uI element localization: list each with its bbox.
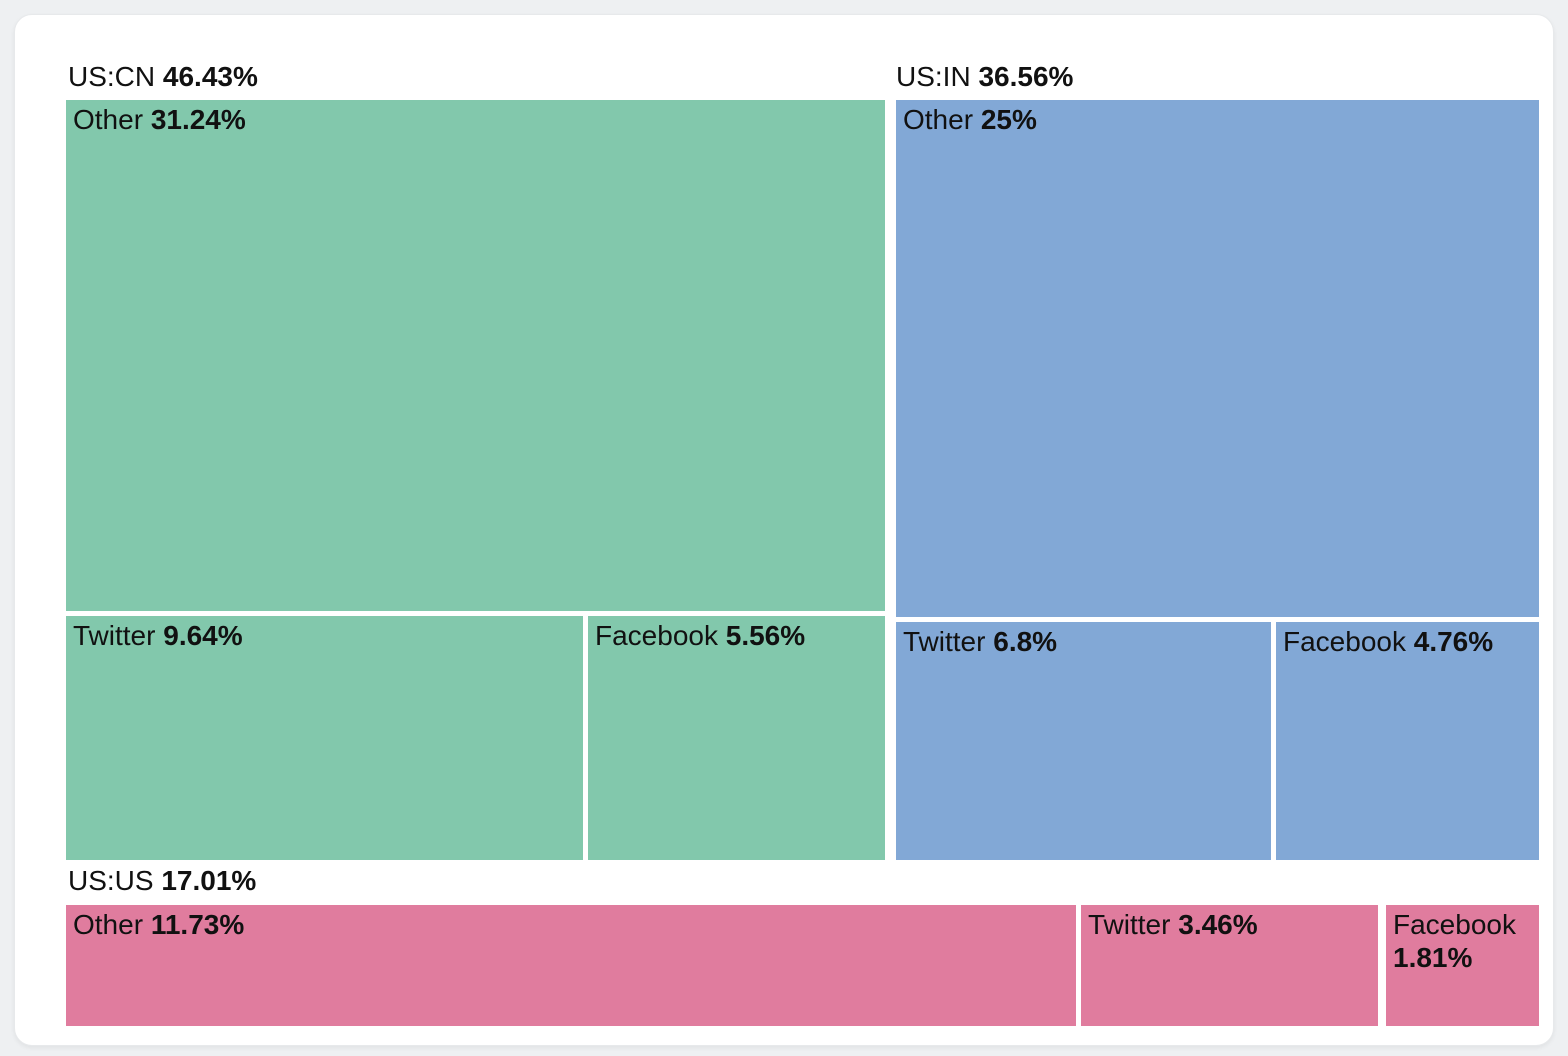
group-share: 46.43% <box>162 61 258 92</box>
cell-label: Facebook 1.81% <box>1386 905 1539 974</box>
cell-label: Twitter 6.8% <box>896 622 1271 658</box>
cell-name: Other <box>903 104 974 135</box>
treemap-cell-us-us-twitter[interactable]: Twitter 3.46% <box>1081 905 1378 1026</box>
cell-share: 11.73% <box>150 909 245 940</box>
group-name: US:US <box>68 865 154 896</box>
group-share: 36.56% <box>978 61 1074 92</box>
cell-label: Other 11.73% <box>66 905 1076 941</box>
treemap-cell-us-in-other[interactable]: Other 25% <box>896 100 1539 617</box>
treemap-cell-us-cn-other[interactable]: Other 31.24% <box>66 100 885 611</box>
cell-share: 6.8% <box>993 626 1058 657</box>
group-label-us-us: US:US 17.01% <box>68 864 256 898</box>
treemap-cell-us-us-other[interactable]: Other 11.73% <box>66 905 1076 1026</box>
group-label-us-cn: US:CN 46.43% <box>68 60 258 94</box>
cell-label: Facebook 5.56% <box>588 616 885 652</box>
cell-label: Twitter 9.64% <box>66 616 583 652</box>
treemap-chart: US:CN 46.43% Other 31.24% Twitter 9.64% … <box>15 15 1553 1045</box>
treemap-cell-us-in-twitter[interactable]: Twitter 6.8% <box>896 622 1271 860</box>
cell-label: Twitter 3.46% <box>1081 905 1378 941</box>
cell-share: 31.24% <box>150 104 246 135</box>
group-share: 17.01% <box>161 865 257 896</box>
cell-name: Facebook <box>595 620 718 651</box>
treemap-cell-us-cn-twitter[interactable]: Twitter 9.64% <box>66 616 583 860</box>
group-name: US:IN <box>896 61 971 92</box>
cell-share: 4.76% <box>1413 626 1494 657</box>
cell-share: 3.46% <box>1178 909 1258 940</box>
cell-label: Other 31.24% <box>66 100 885 136</box>
cell-name: Facebook <box>1393 909 1516 940</box>
cell-share: 25% <box>980 104 1037 135</box>
cell-label: Facebook 4.76% <box>1276 622 1539 658</box>
cell-name: Other <box>73 104 144 135</box>
cell-share: 9.64% <box>163 620 243 651</box>
treemap-cell-us-in-facebook[interactable]: Facebook 4.76% <box>1276 622 1539 860</box>
cell-name: Other <box>73 909 144 940</box>
treemap-cell-us-cn-facebook[interactable]: Facebook 5.56% <box>588 616 885 860</box>
cell-label: Other 25% <box>896 100 1539 136</box>
cell-share: 1.81% <box>1393 942 1473 973</box>
cell-name: Facebook <box>1283 626 1406 657</box>
treemap-cell-us-us-facebook[interactable]: Facebook 1.81% <box>1386 905 1539 1026</box>
cell-name: Twitter <box>903 626 986 657</box>
cell-name: Twitter <box>73 620 156 651</box>
cell-name: Twitter <box>1088 909 1171 940</box>
cell-share: 5.56% <box>725 620 806 651</box>
group-name: US:CN <box>68 61 156 92</box>
chart-panel: US:CN 46.43% Other 31.24% Twitter 9.64% … <box>14 14 1554 1046</box>
group-label-us-in: US:IN 36.56% <box>896 60 1073 94</box>
